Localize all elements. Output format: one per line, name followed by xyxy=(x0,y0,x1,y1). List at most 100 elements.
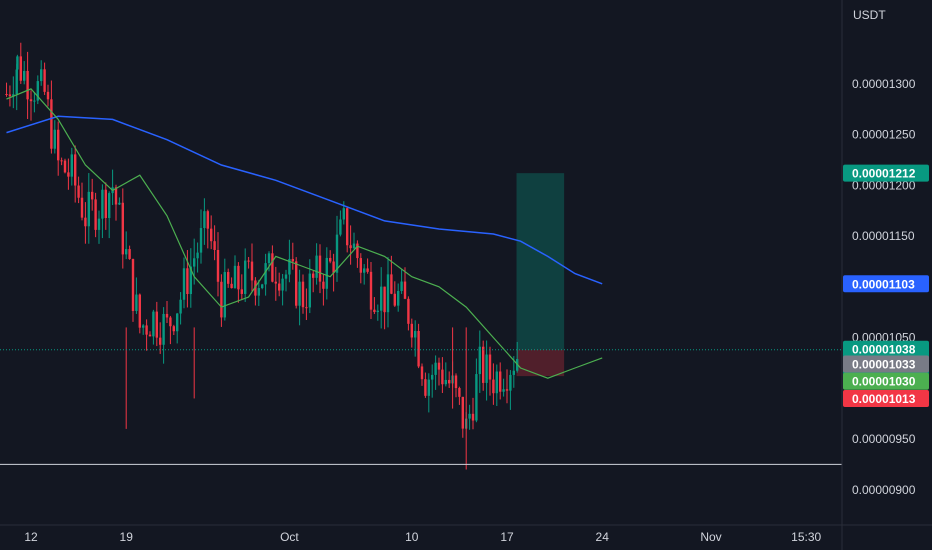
candle-body xyxy=(308,273,311,308)
time-axis: 12 19 Oct 10 17 24 Nov 15:30 xyxy=(24,530,821,544)
candle-body xyxy=(383,286,386,313)
candle-body xyxy=(288,259,291,275)
candle-body xyxy=(400,281,403,292)
candle-body xyxy=(363,268,366,273)
candle-body xyxy=(410,323,413,338)
candle-body xyxy=(233,265,237,289)
candle-body xyxy=(454,375,458,389)
candle-body xyxy=(26,70,29,100)
candle-body xyxy=(101,189,104,219)
candle-body xyxy=(189,266,192,295)
candle-body xyxy=(210,228,213,242)
candle-body xyxy=(505,389,509,391)
candle-body xyxy=(499,371,502,392)
candle-body xyxy=(15,69,18,95)
candle-body xyxy=(264,263,267,285)
candle-body xyxy=(43,69,46,92)
candle-body xyxy=(142,325,145,328)
candle-body xyxy=(125,249,128,255)
candle-body xyxy=(121,202,124,255)
position-tool xyxy=(516,173,565,377)
candle-body xyxy=(278,283,281,291)
price-tick-label: 0.00001200 xyxy=(852,178,916,192)
candle-body xyxy=(29,99,33,102)
candle-body xyxy=(281,278,284,291)
price-badge-label: 0.00001038 xyxy=(852,343,916,357)
candle-body xyxy=(373,309,376,313)
candles xyxy=(5,42,519,470)
candle-body xyxy=(80,197,84,218)
time-tick-label: 12 xyxy=(24,530,38,544)
ma-slow-line xyxy=(6,115,603,285)
candle-body xyxy=(414,330,417,338)
candle-body xyxy=(458,388,461,397)
candle-body xyxy=(488,354,492,380)
candle-body xyxy=(448,379,451,384)
candle-body xyxy=(417,330,420,367)
candle-body xyxy=(478,346,481,375)
candle-body xyxy=(274,281,277,284)
candle-body xyxy=(291,259,294,262)
candle-body xyxy=(135,294,138,311)
candle-body xyxy=(512,370,515,375)
candle-body xyxy=(12,94,15,97)
level-lines xyxy=(0,349,842,465)
candle-body xyxy=(349,245,352,249)
candle-body xyxy=(16,56,19,70)
candle-body xyxy=(223,272,226,318)
candle-body xyxy=(148,334,152,337)
candle-body xyxy=(108,193,111,218)
candle-body xyxy=(366,268,369,272)
candle-body xyxy=(305,307,308,309)
candle-body xyxy=(482,346,485,383)
candle-body xyxy=(182,268,186,300)
candle-body xyxy=(165,313,169,318)
candle-body xyxy=(145,325,148,335)
candle-body xyxy=(186,268,189,295)
candle-body xyxy=(63,160,67,173)
candle-body xyxy=(216,250,220,282)
candle-body xyxy=(244,260,247,294)
time-tick-label: Oct xyxy=(280,530,299,544)
price-tick-label: 0.00000950 xyxy=(852,432,916,446)
candle-body xyxy=(67,172,70,177)
candle-body xyxy=(172,326,175,332)
candle-body xyxy=(203,211,206,229)
candle-body xyxy=(329,257,332,262)
candle-body xyxy=(295,261,298,306)
time-tick-label: 24 xyxy=(596,530,610,544)
time-tick-label: 15:30 xyxy=(791,530,821,544)
candle-body xyxy=(284,274,288,279)
candle-body xyxy=(33,100,36,102)
candle-body xyxy=(114,187,118,205)
position-stop-zone xyxy=(516,349,565,377)
price-tick-label: 0.00001250 xyxy=(852,128,916,142)
time-tick-label: Nov xyxy=(700,530,721,544)
candle-body xyxy=(352,243,356,249)
candle-body xyxy=(84,217,87,227)
candle-body xyxy=(475,374,478,421)
candle-body xyxy=(312,273,315,278)
candle-body xyxy=(393,293,396,306)
candle-body xyxy=(46,91,50,100)
candle-body xyxy=(509,374,512,391)
candle-body xyxy=(485,354,488,383)
candle-body xyxy=(397,291,400,306)
candle-body xyxy=(427,379,430,396)
candle-body xyxy=(196,252,199,259)
candle-body xyxy=(131,259,135,311)
candle-body xyxy=(356,243,359,259)
price-badge xyxy=(843,275,929,293)
candle-body xyxy=(155,311,158,338)
candle-body xyxy=(220,281,223,318)
candle-body xyxy=(325,257,328,289)
candle-body xyxy=(159,337,162,345)
price-tick-label: 0.00000900 xyxy=(852,483,916,497)
candle-body xyxy=(420,366,424,380)
candle-body xyxy=(152,311,155,337)
candle-body xyxy=(247,260,250,262)
candle-body xyxy=(237,265,240,290)
